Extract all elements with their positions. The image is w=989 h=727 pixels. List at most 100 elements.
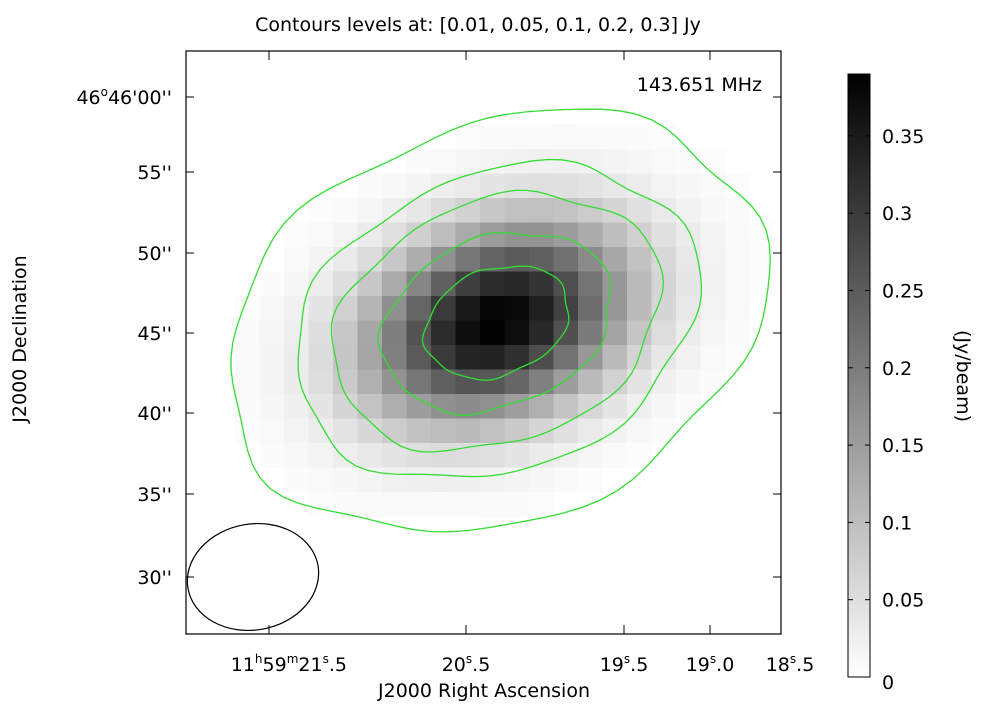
heatmap-pixel (284, 443, 309, 468)
y-tick-label: 35'' (137, 484, 172, 506)
heatmap-pixel (676, 345, 701, 370)
heatmap-pixel (357, 492, 383, 517)
heatmap-pixel (431, 467, 456, 493)
y-tick-label: 46o46'00'' (76, 85, 172, 109)
heatmap-pixel (357, 271, 383, 297)
heatmap-pixel (676, 247, 701, 272)
heatmap-pixel (357, 369, 383, 395)
frequency-label: 143.651 MHz (637, 74, 762, 96)
heatmap-pixel (553, 173, 579, 199)
heatmap-pixel (700, 222, 726, 248)
heatmap-pixel (382, 173, 407, 199)
heatmap-pixel (455, 124, 481, 150)
heatmap-pixel (235, 296, 260, 321)
heatmap-pixel (553, 296, 579, 321)
colorbar-tick-label: 0.05 (882, 590, 924, 612)
heatmap-pixel (602, 247, 628, 272)
heatmap-pixel (259, 394, 285, 419)
y-tick-label: 45'' (137, 323, 172, 345)
heatmap-pixel (529, 394, 554, 419)
heatmap-pixel (235, 345, 260, 370)
heatmap-pixel (455, 222, 481, 248)
colorbar-tick-label: 0.35 (882, 126, 924, 148)
heatmap-pixel (627, 124, 652, 150)
heatmap-pixel (259, 296, 285, 321)
heatmap-pixel (627, 271, 652, 297)
heatmap-pixel (602, 345, 628, 370)
heatmap-pixel (259, 369, 285, 395)
heatmap-pixel (725, 271, 750, 297)
heatmap-pixel (455, 247, 481, 272)
heatmap-pixel (455, 320, 481, 346)
heatmap-pixel (431, 492, 456, 517)
heatmap-pixel (406, 369, 432, 395)
heatmap-pixel (627, 418, 652, 444)
heatmap-pixel (676, 320, 701, 346)
heatmap-pixel (382, 345, 407, 370)
heatmap-pixel (382, 467, 407, 493)
heatmap-pixel (480, 467, 505, 493)
heatmap-pixel (431, 222, 456, 248)
heatmap-pixel (308, 271, 334, 297)
heatmap-pixel (529, 296, 554, 321)
heatmap-pixel (406, 345, 432, 370)
heatmap-pixel (455, 345, 481, 370)
heatmap-pixel (259, 345, 285, 370)
heatmap-pixel (431, 296, 456, 321)
y-axis-label: J2000 Declination (9, 255, 31, 423)
heatmap-pixel (602, 173, 628, 199)
heatmap-pixel (480, 345, 505, 370)
heatmap-pixel (725, 247, 750, 272)
heatmap-pixel (676, 222, 701, 248)
heatmap-pixel (553, 443, 579, 468)
heatmap-pixel (431, 320, 456, 346)
heatmap-pixel (651, 418, 677, 444)
heatmap-pixel (333, 467, 358, 493)
heatmap-pixel (651, 247, 677, 272)
heatmap-pixel (480, 492, 505, 517)
heatmap-pixel (284, 222, 309, 248)
heatmap-pixel (700, 320, 726, 346)
heatmap-pixel (406, 149, 432, 174)
heatmap-pixel (627, 345, 652, 370)
heatmap-pixel (553, 345, 579, 370)
heatmap-pixel (406, 394, 432, 419)
colorbar-tick-label: 0.3 (882, 203, 912, 225)
heatmap-pixel (382, 222, 407, 248)
heatmap-pixel (627, 369, 652, 395)
heatmap-pixel (431, 149, 456, 174)
heatmap-pixel (259, 271, 285, 297)
heatmap-pixel (553, 467, 579, 493)
colorbar-tick-label: 0.2 (882, 358, 912, 380)
heatmap-pixel (480, 247, 505, 272)
heatmap-pixel (406, 467, 432, 493)
plot-frame (185, 50, 782, 635)
heatmap-pixel (725, 320, 750, 346)
heatmap-pixel (431, 418, 456, 444)
heatmap-pixel (578, 247, 603, 272)
heatmap-pixel (406, 271, 432, 297)
heatmap-pixel (553, 271, 579, 297)
heatmap-pixel (382, 271, 407, 297)
heatmap-pixel (504, 296, 530, 321)
heatmap-pixel (382, 198, 407, 223)
heatmap-pixel (578, 198, 603, 223)
heatmap-pixel (651, 149, 677, 174)
heatmap-pixel (235, 369, 260, 395)
heatmap-pixel (333, 492, 358, 517)
heatmap-pixel (627, 222, 652, 248)
heatmap-pixel (406, 247, 432, 272)
heatmap-pixel (578, 418, 603, 444)
heatmap-pixel (308, 222, 334, 248)
heatmap-pixel (480, 296, 505, 321)
heatmap-pixel (333, 198, 358, 223)
heatmap-pixel (529, 320, 554, 346)
heatmap-pixel (700, 149, 726, 174)
heatmap-pixel (480, 149, 505, 174)
intensity-heatmap (235, 124, 775, 517)
heatmap-pixel (529, 271, 554, 297)
heatmap-pixel (357, 345, 383, 370)
contour-line (377, 231, 612, 416)
heatmap-pixel (333, 320, 358, 346)
heatmap-pixel (529, 467, 554, 493)
